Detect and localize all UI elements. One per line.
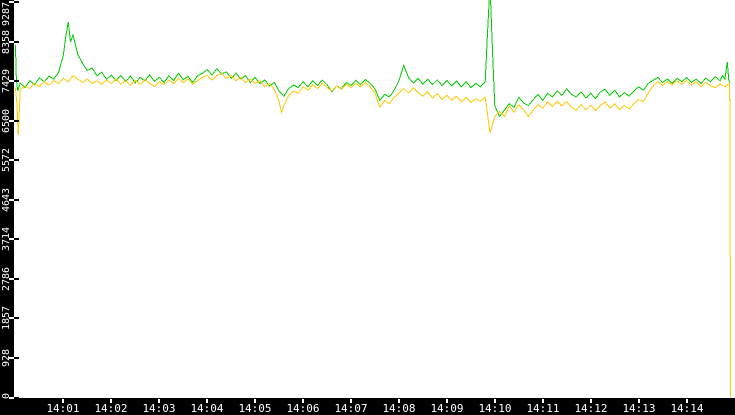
y-axis-label: 928: [1, 348, 12, 368]
x-axis-tick: [158, 399, 160, 403]
y-axis-label: 1857: [1, 305, 12, 331]
x-axis-tick: [542, 399, 544, 403]
x-axis-label: 14:11: [526, 402, 560, 415]
y-axis-tick: [9, 397, 14, 399]
y-axis-tick: [9, 199, 14, 201]
y-axis-tick: [14, 397, 19, 399]
y-axis-label: 6500: [1, 108, 12, 134]
x-axis-tick: [206, 399, 208, 403]
y-axis-tick: [14, 159, 19, 161]
y-axis-tick: [14, 120, 19, 122]
y-axis-tick: [9, 357, 14, 359]
y-axis-tick: [14, 199, 19, 201]
x-axis-tick: [446, 399, 448, 403]
x-axis-label: 14:12: [574, 402, 608, 415]
x-axis-tick: [590, 399, 592, 403]
y-axis-label: 2786: [1, 266, 12, 292]
x-axis-tick: [494, 399, 496, 403]
x-axis-tick: [398, 399, 400, 403]
y-axis-tick: [9, 41, 14, 43]
y-axis-tick: [9, 80, 14, 82]
y-axis-tick: [9, 278, 14, 280]
y-axis-tick: [14, 80, 19, 82]
x-axis-label: 14:05: [238, 402, 272, 415]
y-axis-tick: [9, 120, 14, 122]
x-axis-tick: [110, 399, 112, 403]
y-axis-tick: [9, 1, 14, 3]
x-axis-label: 14:14: [670, 402, 704, 415]
y-axis-label: 9287: [1, 1, 12, 27]
y-axis-tick: [9, 317, 14, 319]
y-axis-tick: [9, 159, 14, 161]
plot-area: [14, 0, 735, 398]
x-axis-tick: [62, 399, 64, 403]
y-axis-label: 0: [1, 392, 12, 400]
y-axis-tick: [14, 278, 19, 280]
x-axis-label: 14:07: [334, 402, 368, 415]
y-axis-label: 4643: [1, 187, 12, 213]
series-lines: [14, 0, 732, 398]
x-axis-tick: [350, 399, 352, 403]
y-axis-tick: [14, 41, 19, 43]
y-axis-label: 5572: [1, 147, 12, 173]
x-axis-label: 14:03: [142, 402, 176, 415]
x-axis-label: 14:13: [622, 402, 656, 415]
x-axis-tick: [302, 399, 304, 403]
x-axis-label: 14:08: [382, 402, 416, 415]
series-green-line: [14, 0, 732, 398]
x-axis-label: 14:02: [94, 402, 128, 415]
y-axis-tick: [14, 357, 19, 359]
y-axis-tick: [9, 238, 14, 240]
y-axis-tick: [14, 1, 19, 3]
y-axis-tick: [14, 238, 19, 240]
x-axis-label: 14:10: [478, 402, 512, 415]
y-axis-label: 7429: [1, 68, 12, 94]
y-axis-label: 3714: [1, 226, 12, 252]
x-axis-label: 14:01: [46, 402, 80, 415]
y-axis-tick: [14, 317, 19, 319]
series-yellow-line: [14, 72, 732, 398]
x-axis-tick: [638, 399, 640, 403]
x-axis-label: 14:09: [430, 402, 464, 415]
x-axis-tick: [254, 399, 256, 403]
x-axis-label: 14:04: [190, 402, 224, 415]
x-axis-label: 14:06: [286, 402, 320, 415]
x-axis-tick: [686, 399, 688, 403]
